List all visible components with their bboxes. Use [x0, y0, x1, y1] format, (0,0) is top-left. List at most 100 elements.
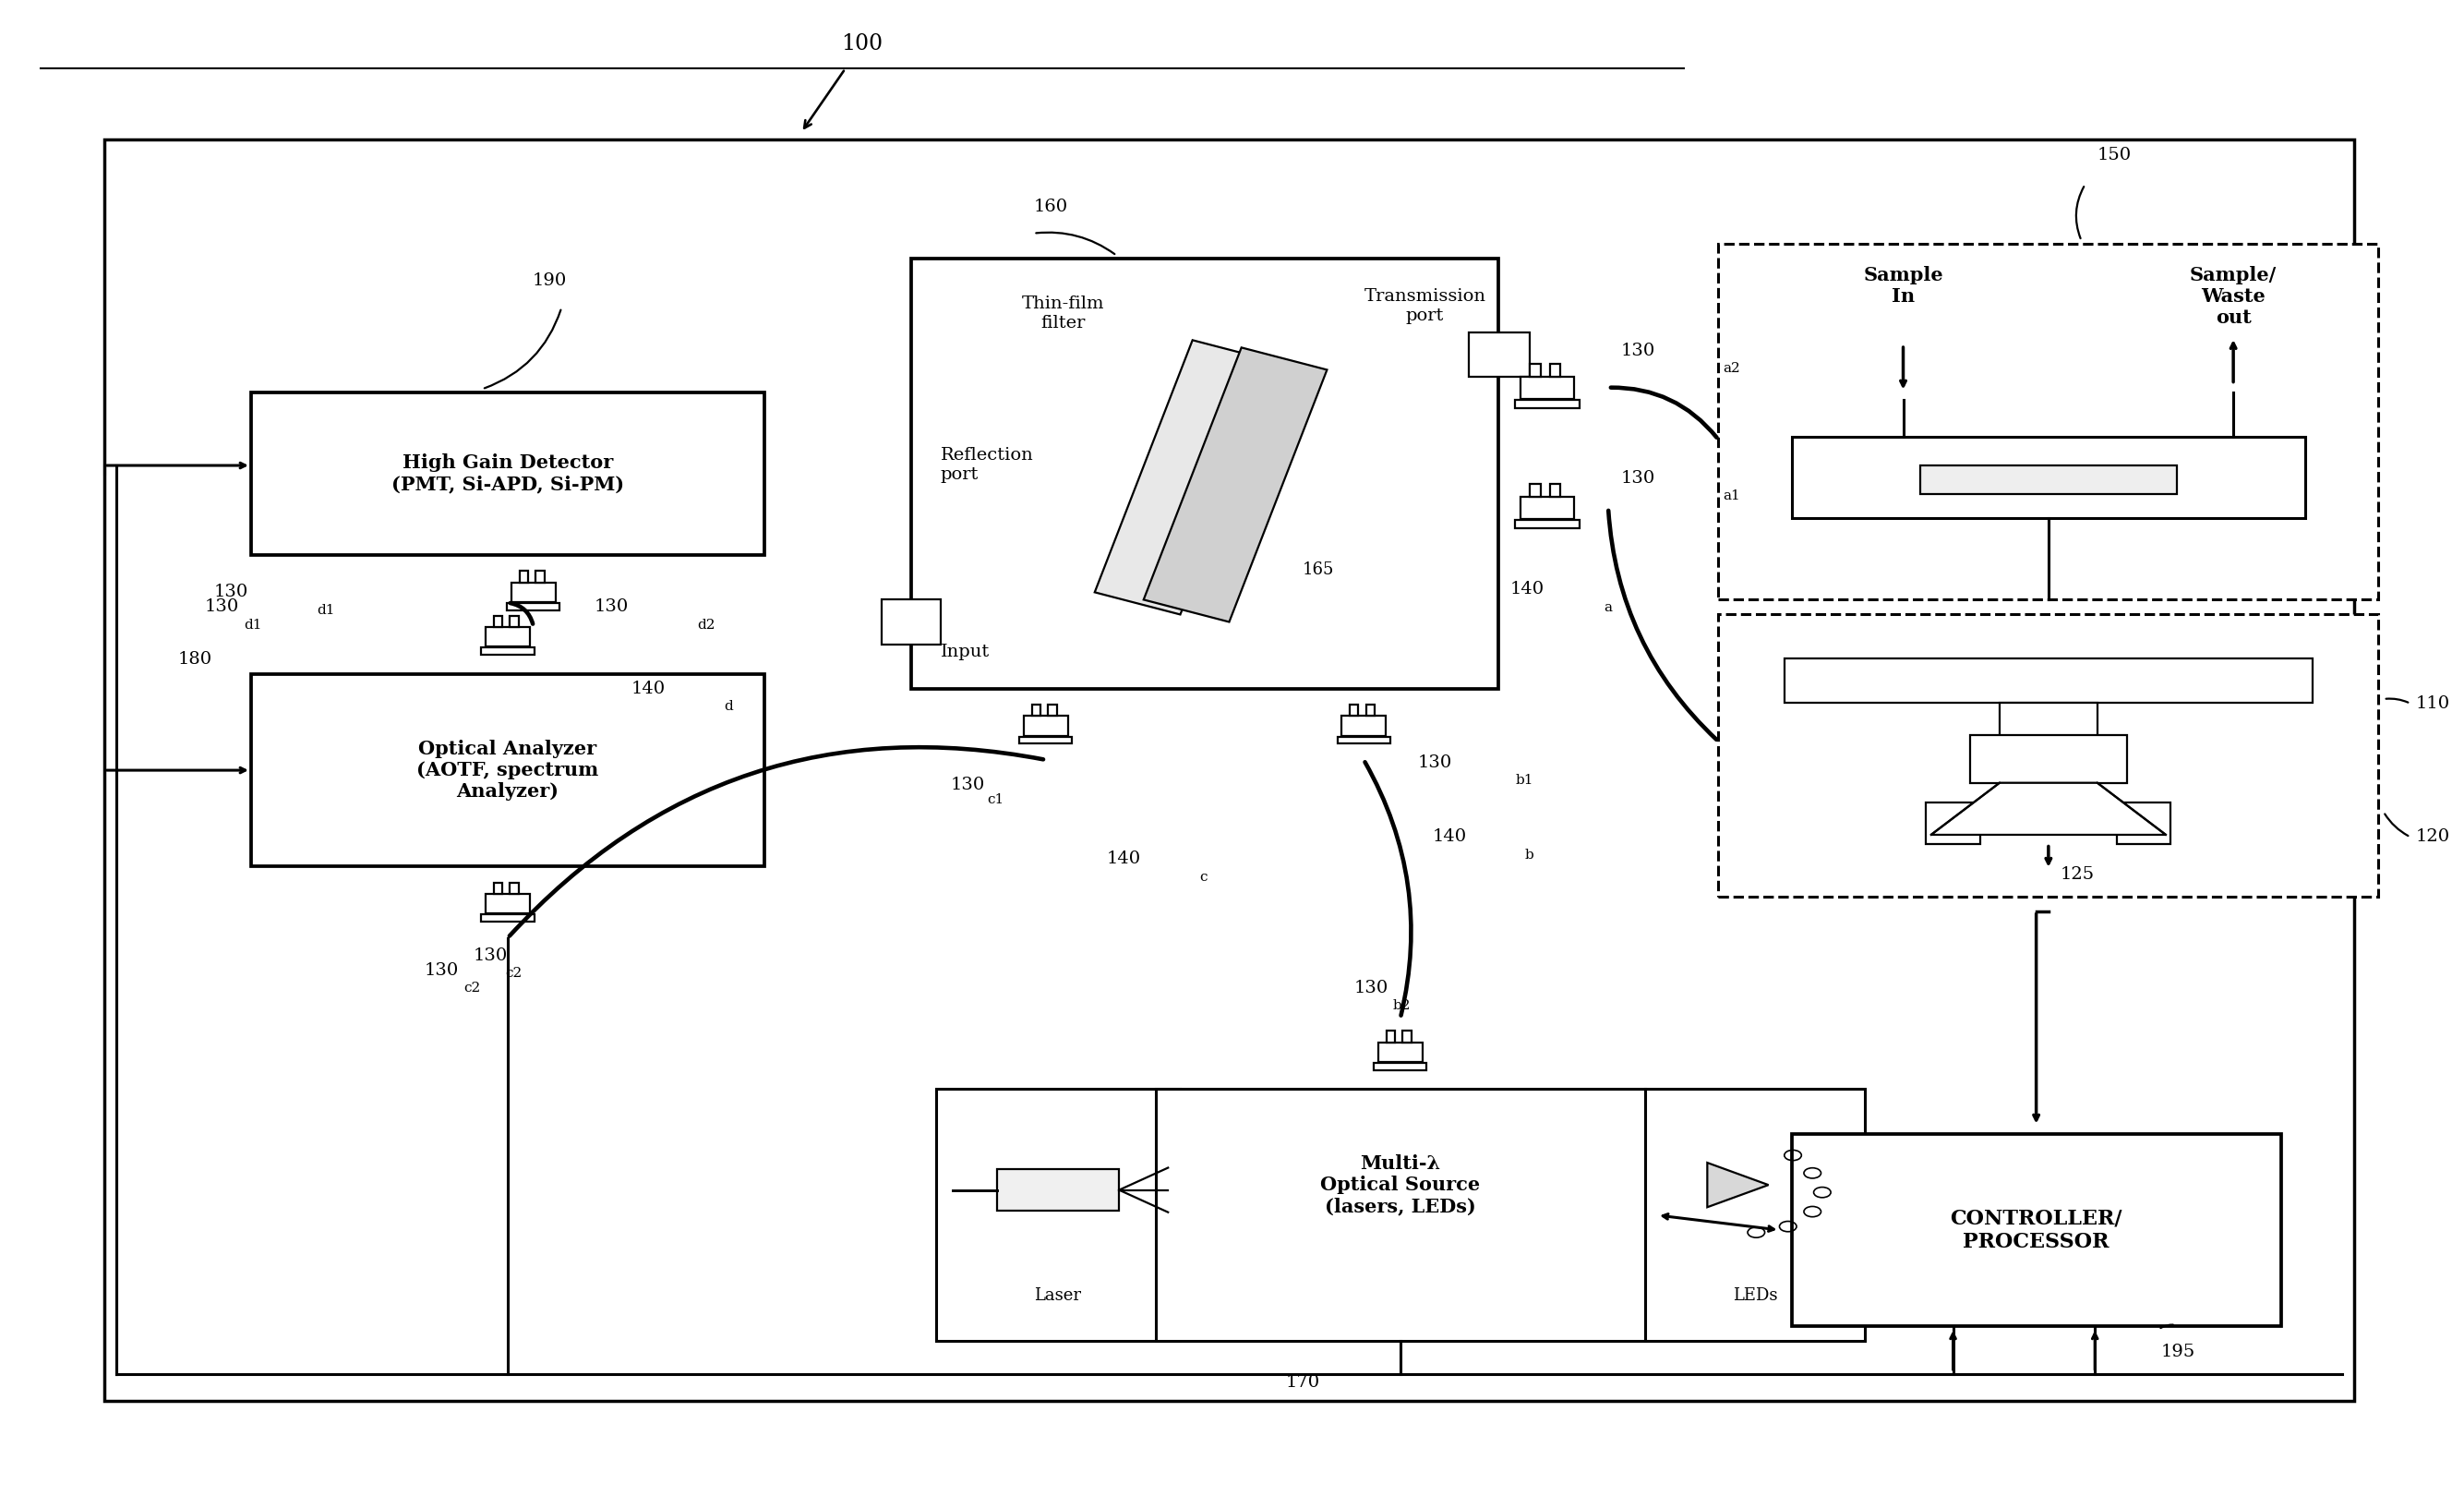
FancyBboxPatch shape — [510, 615, 520, 627]
Text: 140: 140 — [1432, 829, 1466, 845]
FancyBboxPatch shape — [1020, 736, 1072, 744]
FancyBboxPatch shape — [1550, 364, 1560, 377]
FancyBboxPatch shape — [936, 1089, 1180, 1342]
Text: 190: 190 — [532, 272, 567, 289]
Text: a2: a2 — [1722, 362, 1740, 375]
Text: Sample
In: Sample In — [1863, 266, 1944, 305]
FancyBboxPatch shape — [520, 571, 527, 582]
FancyBboxPatch shape — [251, 673, 764, 866]
Text: 150: 150 — [2097, 147, 2131, 163]
Text: 125: 125 — [2060, 866, 2094, 883]
Text: 130: 130 — [1621, 343, 1656, 359]
Text: 195: 195 — [2161, 1343, 2195, 1360]
FancyBboxPatch shape — [1971, 736, 2126, 782]
FancyBboxPatch shape — [485, 895, 530, 914]
FancyBboxPatch shape — [1469, 332, 1530, 377]
Text: 130: 130 — [205, 598, 239, 615]
Text: 140: 140 — [631, 681, 665, 697]
FancyBboxPatch shape — [480, 648, 535, 655]
FancyBboxPatch shape — [1646, 1089, 1865, 1342]
FancyBboxPatch shape — [1998, 703, 2097, 739]
Text: d1: d1 — [244, 618, 261, 631]
Text: 130: 130 — [1417, 754, 1451, 770]
FancyBboxPatch shape — [493, 615, 503, 627]
Text: Laser: Laser — [1035, 1288, 1082, 1305]
FancyBboxPatch shape — [1927, 802, 1981, 844]
Text: Optical Analyzer
(AOTF, spectrum
Analyzer): Optical Analyzer (AOTF, spectrum Analyze… — [416, 739, 599, 800]
Text: Sample/
Waste
out: Sample/ Waste out — [2190, 266, 2277, 328]
Text: d2: d2 — [697, 618, 715, 631]
FancyBboxPatch shape — [1530, 364, 1540, 377]
Text: 130: 130 — [951, 776, 986, 793]
FancyBboxPatch shape — [1791, 1134, 2282, 1327]
FancyBboxPatch shape — [1365, 705, 1375, 717]
FancyBboxPatch shape — [103, 141, 2353, 1400]
Text: 130: 130 — [424, 962, 458, 978]
FancyBboxPatch shape — [493, 883, 503, 895]
Text: Thin-film
filter: Thin-film filter — [1023, 296, 1104, 332]
Text: d: d — [724, 700, 734, 714]
Text: 130: 130 — [214, 583, 249, 600]
Text: Input: Input — [941, 643, 991, 660]
Text: a1: a1 — [1722, 489, 1740, 503]
FancyBboxPatch shape — [1402, 1031, 1412, 1043]
Text: 130: 130 — [473, 947, 508, 963]
Text: b1: b1 — [1515, 773, 1533, 787]
FancyBboxPatch shape — [1717, 615, 2378, 896]
Text: 140: 140 — [1510, 582, 1545, 598]
FancyBboxPatch shape — [1156, 1089, 1646, 1342]
Text: b: b — [1525, 848, 1535, 862]
FancyBboxPatch shape — [1791, 437, 2306, 518]
Text: c1: c1 — [988, 793, 1003, 806]
FancyBboxPatch shape — [912, 259, 1498, 688]
FancyBboxPatch shape — [510, 883, 520, 895]
FancyBboxPatch shape — [1343, 717, 1385, 736]
FancyBboxPatch shape — [2117, 802, 2171, 844]
Text: a: a — [1604, 601, 1611, 613]
Text: 140: 140 — [1106, 851, 1141, 868]
Text: 110: 110 — [2415, 696, 2449, 712]
FancyBboxPatch shape — [535, 571, 545, 582]
FancyBboxPatch shape — [1350, 705, 1358, 717]
FancyBboxPatch shape — [1717, 244, 2378, 600]
FancyBboxPatch shape — [1387, 1031, 1395, 1043]
FancyBboxPatch shape — [1338, 736, 1390, 744]
Text: c: c — [1200, 871, 1207, 884]
FancyBboxPatch shape — [508, 603, 559, 610]
FancyBboxPatch shape — [1047, 705, 1057, 717]
Text: CONTROLLER/
PROCESSOR: CONTROLLER/ PROCESSOR — [1949, 1209, 2122, 1252]
Polygon shape — [1708, 1162, 1769, 1207]
FancyBboxPatch shape — [1550, 483, 1560, 497]
Text: 120: 120 — [2415, 829, 2449, 845]
FancyBboxPatch shape — [1377, 1043, 1422, 1062]
FancyBboxPatch shape — [1520, 497, 1574, 519]
FancyBboxPatch shape — [480, 914, 535, 922]
FancyBboxPatch shape — [513, 582, 554, 601]
Text: 100: 100 — [843, 33, 882, 54]
FancyBboxPatch shape — [1515, 521, 1579, 528]
FancyBboxPatch shape — [251, 392, 764, 555]
Text: Transmission
port: Transmission port — [1365, 289, 1486, 325]
FancyBboxPatch shape — [485, 627, 530, 646]
Text: 130: 130 — [1621, 470, 1656, 486]
Text: Multi-λ
Optical Source
(lasers, LEDs): Multi-λ Optical Source (lasers, LEDs) — [1321, 1155, 1481, 1216]
FancyBboxPatch shape — [1375, 1062, 1427, 1070]
FancyBboxPatch shape — [882, 600, 941, 645]
Text: d1: d1 — [318, 603, 335, 616]
FancyBboxPatch shape — [998, 1170, 1119, 1210]
Text: 160: 160 — [1032, 199, 1067, 215]
Text: Reflection
port: Reflection port — [941, 447, 1032, 483]
Text: 180: 180 — [177, 651, 212, 667]
Text: c2: c2 — [505, 966, 522, 980]
Text: c2: c2 — [463, 981, 480, 995]
FancyBboxPatch shape — [1520, 377, 1574, 399]
Polygon shape — [1932, 782, 2166, 835]
FancyBboxPatch shape — [1919, 465, 2176, 494]
Text: High Gain Detector
(PMT, Si-APD, Si-PM): High Gain Detector (PMT, Si-APD, Si-PM) — [392, 453, 623, 494]
Text: 165: 165 — [1303, 561, 1335, 579]
FancyBboxPatch shape — [1032, 705, 1040, 717]
FancyBboxPatch shape — [1530, 483, 1540, 497]
Text: 130: 130 — [594, 598, 628, 615]
FancyBboxPatch shape — [1023, 717, 1067, 736]
Text: b2: b2 — [1392, 999, 1412, 1013]
